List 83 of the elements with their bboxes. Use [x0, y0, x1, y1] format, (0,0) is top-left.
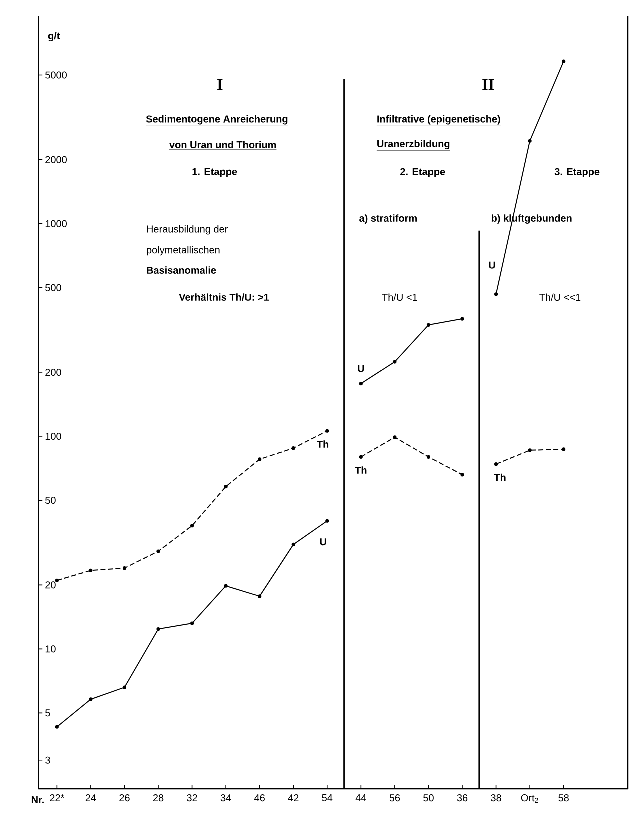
point [156, 550, 160, 554]
y-tick-label: 5000 [46, 72, 67, 79]
point [426, 323, 431, 327]
point [258, 458, 262, 462]
x-tick-label: 56 [390, 794, 400, 802]
y-tick-label: 100 [46, 432, 62, 440]
annotation: Herausbildung der [147, 225, 228, 235]
y-tick-label: 1000 [46, 220, 67, 228]
y-tick-label: 200 [46, 368, 62, 376]
annotation: Uranerzbildung [378, 140, 450, 150]
annotation: Verhältnis Th/U: >1 [179, 294, 270, 302]
point [494, 462, 498, 466]
x-tick-label: 44 [356, 794, 366, 802]
point [224, 485, 228, 489]
point [89, 698, 93, 702]
series-label: U [320, 538, 326, 546]
x-tick-label: 54 [322, 794, 333, 802]
point [122, 566, 127, 570]
y-tick-label: 10 [46, 646, 56, 653]
x-tick-label: 36 [457, 794, 468, 802]
x-tick-label: 34 [220, 794, 232, 802]
point [89, 568, 93, 572]
point [460, 317, 464, 321]
x-tick-label: 32 [187, 794, 198, 802]
y-tick-label: 2000 [46, 156, 67, 164]
annotation: von Uran und Thorium [170, 141, 276, 149]
y-tick-label: 500 [46, 284, 62, 292]
y-tick-label: 20 [46, 582, 56, 589]
x-axis-title: Nr. [32, 796, 44, 804]
point [122, 686, 127, 690]
x-tick-label: 42 [288, 794, 299, 802]
annotation: a) stratiform [360, 214, 417, 224]
point [292, 542, 296, 546]
annotation: polymetallischen [147, 246, 220, 256]
point [460, 473, 464, 477]
point [528, 448, 532, 452]
series-label: U [489, 262, 496, 269]
point [494, 292, 498, 296]
annotation: 3. Etappe [554, 168, 600, 178]
x-tick-label: 24 [86, 794, 96, 802]
x-tick-label: 46 [254, 794, 265, 802]
annotation: Th/U <1 [382, 294, 418, 302]
point [55, 725, 59, 729]
x-tick-label: 58 [558, 794, 569, 802]
annotation: Basisanomalie [147, 266, 216, 274]
point [292, 446, 296, 450]
annotation: Infiltrative (epigenetische) [378, 115, 500, 125]
annotation: I [218, 80, 223, 90]
point [258, 594, 262, 598]
series-label: U [358, 365, 364, 372]
annotation: 2. Etappe [400, 168, 446, 178]
series-label: Th [355, 466, 367, 474]
point [190, 524, 194, 528]
point [359, 382, 363, 386]
point [426, 455, 431, 459]
point [562, 60, 566, 64]
x-tick-label: 38 [491, 794, 502, 802]
y-tick-label: 5 [46, 710, 50, 717]
y-tick-label: 50 [46, 497, 56, 504]
series-label: Th [317, 440, 329, 448]
point [326, 429, 330, 433]
point [156, 628, 160, 632]
point [562, 448, 566, 452]
x-tick-label: Ort$_{2}$ [521, 794, 538, 804]
y-tick-label: 3 [46, 756, 50, 764]
point [393, 360, 397, 364]
annotation: II [482, 80, 494, 90]
point [528, 139, 532, 143]
point [190, 622, 194, 626]
point [393, 436, 397, 440]
series-label: Th [494, 474, 506, 482]
point [224, 584, 228, 588]
point [326, 519, 330, 523]
annotation: Sedimentogene Anreicherung [146, 115, 288, 125]
x-tick-label: 28 [153, 794, 164, 802]
x-tick-label: 22* [50, 794, 65, 802]
point [55, 578, 59, 582]
y-axis-title: g/t [48, 32, 60, 42]
annotation: Th/U <<1 [540, 294, 581, 302]
annotation: 1. Etappe [192, 168, 238, 178]
x-tick-label: 26 [120, 794, 130, 802]
point [359, 455, 363, 459]
x-tick-label: 50 [424, 794, 434, 802]
